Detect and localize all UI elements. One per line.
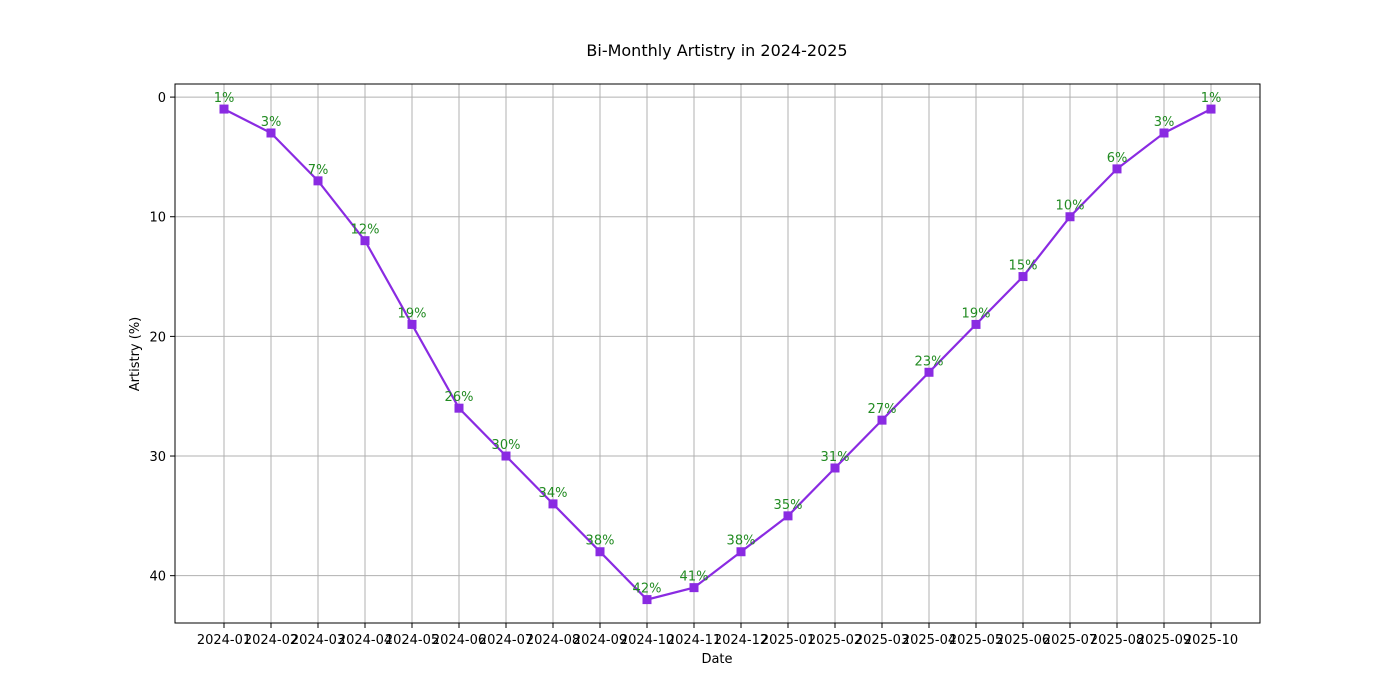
x-tick-label: 2024-09 [573,633,627,648]
data-label: 19% [962,306,991,321]
x-tick-label: 2024-04 [338,633,392,648]
data-point [266,128,276,138]
data-label: 23% [915,354,944,369]
x-tick-label: 2024-08 [526,633,580,648]
data-label: 26% [445,390,474,405]
x-tick-label: 2024-07 [479,633,533,648]
data-point [877,415,887,425]
data-label: 30% [492,438,521,453]
x-tick-label: 2024-10 [620,633,674,648]
data-label: 1% [1201,91,1222,106]
data-point [783,511,793,521]
data-point [1112,164,1122,174]
data-label: 31% [821,450,850,465]
data-label: 35% [774,498,803,513]
data-label: 27% [868,402,897,417]
data-point [1018,272,1028,282]
data-point [971,319,981,329]
data-point [407,319,417,329]
x-tick-label: 2025-08 [1090,633,1144,648]
data-point [830,463,840,473]
y-axis-label: Artistry (%) [128,317,143,391]
data-point [689,583,699,593]
data-label: 12% [351,223,380,238]
data-label: 34% [539,486,568,501]
data-point [642,595,652,605]
series-markers [219,104,1216,605]
x-tick-label: 2024-02 [244,633,298,648]
x-tick-label: 2024-12 [714,633,768,648]
x-tick-label: 2025-10 [1184,633,1238,648]
data-label: 6% [1107,151,1128,166]
data-point [924,367,934,377]
x-tick-label: 2025-03 [855,633,909,648]
data-label: 15% [1009,259,1038,274]
y-tick-label: 10 [149,211,166,226]
data-label: 38% [727,534,756,549]
x-tick-label: 2025-09 [1137,633,1191,648]
data-label: 19% [398,306,427,321]
data-point [313,176,323,186]
y-tick-label: 0 [158,91,166,106]
y-axis-ticks: 0 10 20 30 40 [149,91,175,585]
chart-title: Bi-Monthly Artistry in 2024-2025 [586,41,847,60]
data-label: 3% [261,115,282,130]
data-point [1159,128,1169,138]
grid [175,84,1260,623]
x-tick-label: 2025-04 [902,633,956,648]
x-tick-label: 2024-11 [667,633,721,648]
x-tick-label: 2024-06 [432,633,486,648]
data-label: 1% [214,91,235,106]
data-point [501,451,511,461]
data-labels: 1% 3% 7% 12% 19% 26% 30% 34% 38% 42% 41% 38% 35% 31% 2… [214,91,1222,597]
data-point [454,403,464,413]
x-tick-label: 2024-03 [291,633,345,648]
data-point [548,499,558,509]
data-point [1065,212,1075,222]
x-tick-label: 2025-06 [996,633,1050,648]
data-label: 7% [308,163,329,178]
x-axis-ticks: 2024-012024-022024-032024-042024-052024-… [197,623,1238,648]
data-label: 38% [586,534,615,549]
data-point [1206,104,1216,114]
data-label: 42% [633,582,662,597]
plot-area [174,83,1261,624]
y-tick-label: 20 [149,330,166,345]
data-label: 3% [1154,115,1175,130]
x-tick-label: 2024-05 [385,633,439,648]
x-tick-label: 2025-01 [761,633,815,648]
x-tick-label: 2025-02 [808,633,862,648]
x-tick-label: 2025-07 [1043,633,1097,648]
x-axis-label: Date [701,652,732,667]
data-point [736,547,746,557]
data-label: 10% [1056,199,1085,214]
data-point [595,547,605,557]
series-line [223,108,1212,601]
y-tick-label: 30 [149,450,166,465]
data-label: 41% [680,570,709,585]
x-tick-label: 2025-05 [949,633,1003,648]
data-point [360,236,370,246]
x-tick-label: 2024-01 [197,633,251,648]
data-point [219,104,229,114]
y-tick-label: 40 [149,570,166,585]
